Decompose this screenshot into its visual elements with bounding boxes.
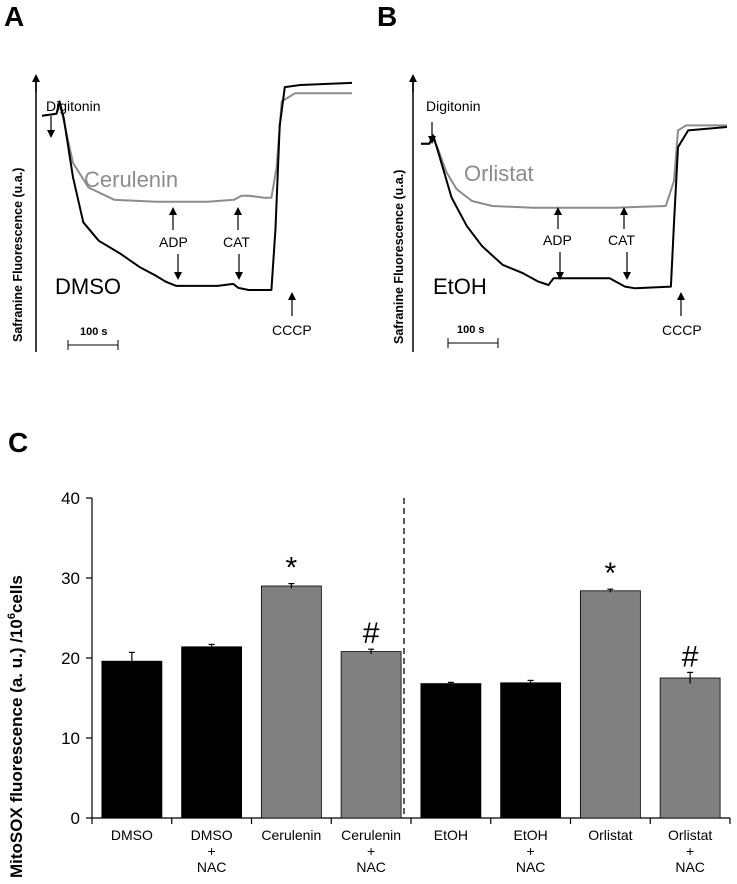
panel-c-bar [500, 682, 562, 819]
panel-b-adp-label: ADP [543, 232, 572, 248]
panel-c-category-label: + [527, 843, 535, 859]
panel-c-bar [579, 590, 641, 819]
panel-b-scale-label: 100 s [457, 324, 485, 336]
panel-b-letter: B [377, 1, 397, 32]
panel-c-category-label: NAC [675, 859, 705, 875]
panel-c-significance-mark: # [682, 640, 699, 673]
panel-b-cccp-label: CCCP [662, 322, 702, 338]
panel-c-bar [659, 677, 721, 819]
panel-c-bar [420, 683, 482, 819]
panel-a-dmso-label: DMSO [55, 274, 121, 299]
panel-b-traces [421, 124, 728, 290]
panel-a-scale-label: 100 s [80, 326, 108, 338]
panel-c-category-label: Cerulenin [341, 827, 401, 843]
panel-c-bar [340, 651, 402, 819]
panel-a-trace-dmso [41, 81, 353, 291]
panel-c-y-tick-label: 10 [61, 729, 80, 748]
panel-a-ylabel: Safranine Fluorescence (u.a.) [11, 168, 25, 342]
panel-a-adp-label: ADP [159, 234, 188, 250]
panel-b-etoh-label: EtOH [433, 274, 487, 299]
panel-c-category-label: NAC [197, 859, 227, 875]
panel-c-category-label: DMSO [191, 827, 233, 843]
panel-b-cat-label: CAT [608, 232, 635, 248]
panel-b-digitonin-label: Digitonin [426, 98, 480, 114]
panel-c-letter: C [8, 427, 28, 458]
panel-c-category-label: EtOH [514, 827, 548, 843]
panel-a-cat-label: CAT [223, 234, 250, 250]
panel-c-ylabel-tail: cells [7, 575, 26, 613]
panel-c-category-label: Orlistat [668, 827, 712, 843]
panel-c-category-label: + [367, 843, 375, 859]
panel-a-cerulenin-label: Cerulenin [84, 167, 178, 192]
panel-c-category-label: NAC [356, 859, 386, 875]
panel-c-category-label: Orlistat [588, 827, 632, 843]
panel-c-bar [181, 646, 243, 819]
panel-c-category-label: + [686, 843, 694, 859]
panel-c-bar [101, 660, 163, 819]
panel-b-orlistat-label: Orlistat [464, 161, 534, 186]
panel-a-traces [41, 81, 353, 291]
panel-a-cccp-label: CCCP [272, 322, 312, 338]
panel-c-y-tick-label: 30 [61, 569, 80, 588]
panel-c-bar [260, 585, 322, 819]
panel-c-category-label: + [208, 843, 216, 859]
panel-c-category-label: EtOH [434, 827, 468, 843]
panel-c-ylabel-sup: 6 [6, 613, 18, 619]
panel-c-ylabel: MitoSOX fluorescence (a. u.) /106cells [6, 575, 26, 878]
panel-c-y-tick-label: 0 [71, 809, 80, 828]
panel-c-y-tick-label: 20 [61, 649, 80, 668]
panel-c-significance-mark: * [286, 552, 298, 585]
panel-b-ylabel: Safranine Fluorescence (u.a.) [392, 170, 406, 344]
panel-c-ylabel-main: MitoSOX fluorescence (a. u.) /10 [7, 619, 26, 878]
panel-c-significance-mark: # [363, 617, 380, 650]
panel-c-category-label: DMSO [111, 827, 153, 843]
panel-a-letter: A [4, 1, 24, 32]
panel-b-trace-etoh [421, 126, 728, 290]
panel-c-category-label: NAC [516, 859, 546, 875]
panel-a-digitonin-label: Digitonin [46, 98, 100, 114]
panel-c-category-label: Cerulenin [261, 827, 321, 843]
panel-c-significance-mark: * [605, 557, 617, 590]
panel-c-y-tick-label: 40 [61, 489, 80, 508]
